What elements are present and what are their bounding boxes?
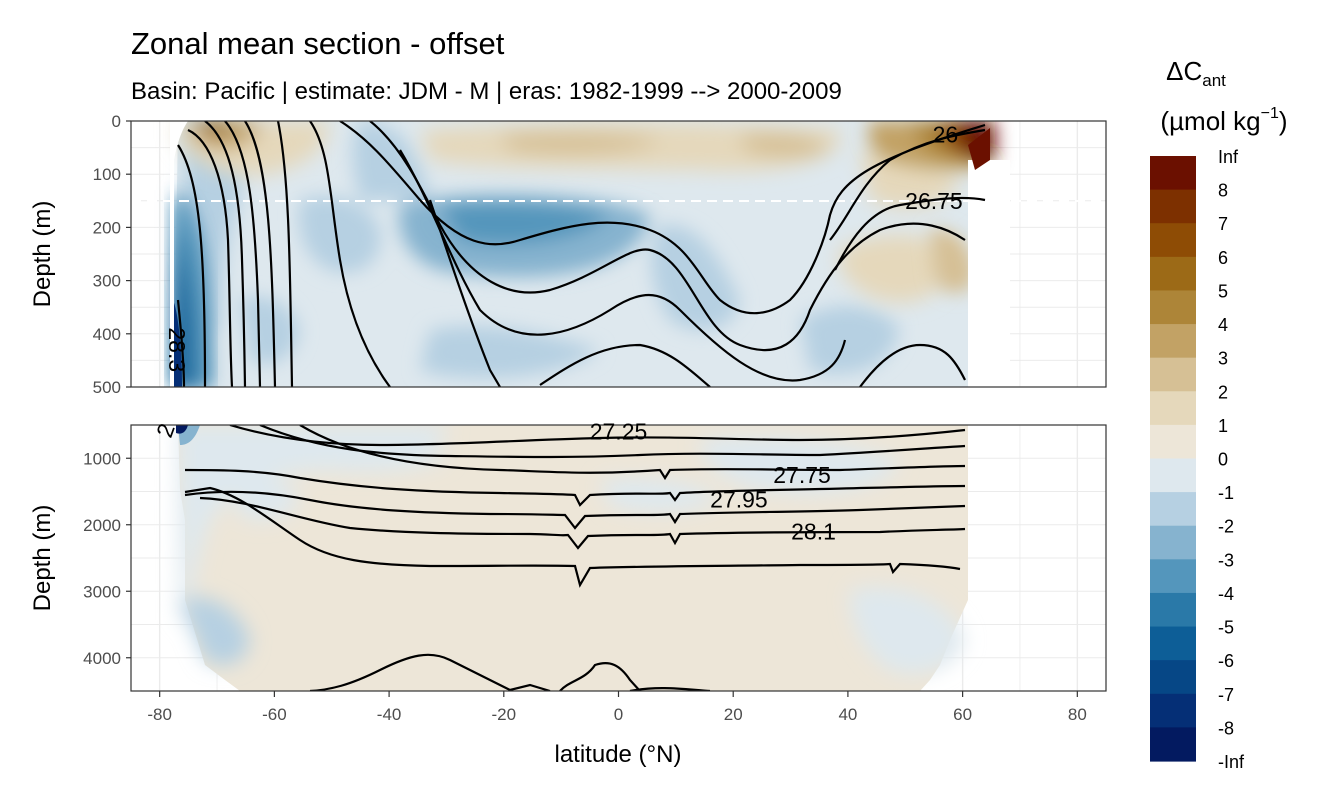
colorbar-swatch bbox=[1150, 391, 1196, 426]
colorbar-label: 7 bbox=[1218, 214, 1228, 234]
x-tick-label: -60 bbox=[262, 705, 287, 724]
isopycnal-label: 26 bbox=[933, 121, 959, 147]
colorbar-swatch bbox=[1150, 458, 1196, 493]
x-tick-label: -40 bbox=[377, 705, 402, 724]
x-axis-ticks: -80 -60 -40 -20 0 20 40 60 80 bbox=[147, 691, 1087, 724]
lower-isopycnal-contours bbox=[184, 425, 966, 691]
colorbar-label: -4 bbox=[1218, 584, 1234, 604]
colorbar-label: 1 bbox=[1218, 416, 1228, 436]
colorbar-swatch bbox=[1150, 559, 1196, 594]
y-tick-label: 100 bbox=[93, 165, 121, 184]
upper-y-axis-ticks: 0 100 200 300 400 500 bbox=[93, 112, 131, 397]
colorbar-swatch bbox=[1150, 727, 1196, 762]
x-tick-label: 80 bbox=[1068, 705, 1087, 724]
y-tick-label: 0 bbox=[112, 112, 121, 131]
legend-title: ΔCant bbox=[1166, 56, 1226, 90]
colorbar-swatch bbox=[1150, 324, 1196, 359]
y-tick-label: 400 bbox=[93, 325, 121, 344]
x-axis-label: latitude (°N) bbox=[555, 741, 682, 768]
colorbar-swatch bbox=[1150, 223, 1196, 258]
isopycnal-label: 26.75 bbox=[905, 188, 963, 214]
colorbar-swatch bbox=[1150, 189, 1196, 224]
colorbar-swatch bbox=[1150, 290, 1196, 325]
upper-panel bbox=[130, 120, 1107, 388]
colorbar-label: 6 bbox=[1218, 248, 1228, 268]
y-tick-label: 300 bbox=[93, 272, 121, 291]
colorbar-swatch bbox=[1150, 492, 1196, 527]
colorbar-swatch bbox=[1150, 424, 1196, 460]
lower-y-axis-ticks: 1000 2000 3000 4000 bbox=[83, 449, 131, 668]
x-tick-label: 40 bbox=[838, 705, 857, 724]
y-tick-label: 500 bbox=[93, 378, 121, 397]
colorbar-swatch bbox=[1150, 693, 1196, 728]
colorbar-label: -7 bbox=[1218, 685, 1234, 705]
upper-y-axis-label: Depth (m) bbox=[29, 201, 56, 308]
x-tick-label: -20 bbox=[492, 705, 517, 724]
isopycnal-label: 28.3 bbox=[164, 327, 190, 372]
colorbar-legend: ΔCant (µmol kg−1) Inf 8 7 6 5 4 3 2 1 0 -1 -2 -3 -4 -5… bbox=[1150, 56, 1288, 772]
colorbar-label: Inf bbox=[1218, 147, 1239, 167]
y-tick-label: 4000 bbox=[83, 649, 121, 668]
colorbar-swatch bbox=[1150, 156, 1196, 191]
chart-subtitle: Basin: Pacific | estimate: JDM - M | era… bbox=[131, 78, 842, 105]
colorbar-label: 8 bbox=[1218, 181, 1228, 201]
colorbar-swatch bbox=[1150, 357, 1196, 392]
colorbar-label: 4 bbox=[1218, 315, 1228, 335]
upper-isopycnal-contours bbox=[176, 121, 986, 387]
colorbar-swatches bbox=[1150, 156, 1196, 762]
x-tick-label: -80 bbox=[147, 705, 172, 724]
colorbar-label: -6 bbox=[1218, 651, 1234, 671]
y-tick-label: 2000 bbox=[83, 516, 121, 535]
lower-y-axis-label: Depth (m) bbox=[29, 505, 56, 612]
colorbar-swatch bbox=[1150, 256, 1196, 292]
colorbar-swatch bbox=[1150, 660, 1196, 695]
colorbar-swatch bbox=[1150, 626, 1196, 661]
chart-title: Zonal mean section - offset bbox=[131, 26, 505, 61]
upper-panel-field bbox=[131, 121, 1106, 387]
colorbar-label: -1 bbox=[1218, 483, 1234, 503]
lower-panel-field bbox=[176, 425, 968, 691]
colorbar-label: -8 bbox=[1218, 718, 1234, 738]
colorbar-label: 3 bbox=[1218, 349, 1228, 369]
x-tick-label: 60 bbox=[953, 705, 972, 724]
y-tick-label: 3000 bbox=[83, 582, 121, 601]
y-tick-label: 1000 bbox=[83, 449, 121, 468]
colorbar-swatch bbox=[1150, 525, 1196, 560]
colorbar-labels: Inf 8 7 6 5 4 3 2 1 0 -1 -2 -3 -4 -5 -6 -7 -8 -Inf bbox=[1218, 147, 1245, 772]
colorbar-label: -3 bbox=[1218, 550, 1234, 570]
colorbar-label: -5 bbox=[1218, 618, 1234, 638]
x-tick-label: 0 bbox=[614, 705, 623, 724]
colorbar-label: 2 bbox=[1218, 382, 1228, 402]
colorbar-label: 5 bbox=[1218, 281, 1228, 301]
colorbar-swatch bbox=[1150, 592, 1196, 628]
colorbar-label: -Inf bbox=[1218, 752, 1245, 772]
colorbar-label: 0 bbox=[1218, 450, 1228, 470]
lower-panel bbox=[130, 424, 1107, 692]
isopycnal-label: 27.95 bbox=[710, 486, 768, 512]
isopycnal-label: 27.75 bbox=[773, 462, 831, 488]
colorbar-label: -2 bbox=[1218, 517, 1234, 537]
isopycnal-label: 28.1 bbox=[791, 518, 836, 544]
y-tick-label: 200 bbox=[93, 218, 121, 237]
isopycnal-label: 27.25 bbox=[590, 419, 648, 445]
x-tick-label: 20 bbox=[724, 705, 743, 724]
legend-units: (µmol kg−1) bbox=[1160, 105, 1287, 136]
